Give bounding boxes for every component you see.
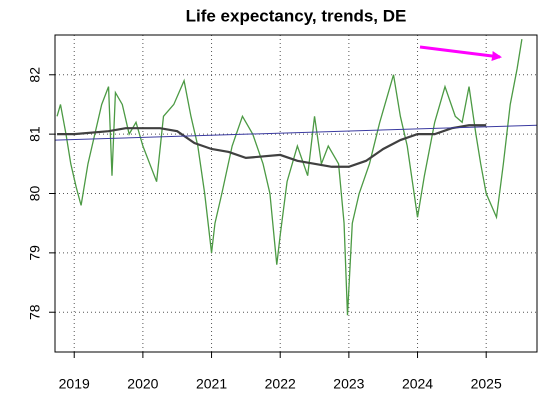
plot-frame — [54, 34, 538, 353]
x-tick-label: 2019 — [59, 376, 90, 392]
y-tick-label: 79 — [27, 245, 43, 261]
series-line — [56, 39, 523, 316]
y-tick-label: 82 — [27, 67, 43, 83]
y-tick-label: 78 — [27, 304, 43, 320]
x-tick-label: 2021 — [196, 376, 227, 392]
series-line — [57, 124, 487, 168]
x-tick-label: 2023 — [333, 376, 364, 392]
chart-title: Life expectancy, trends, DE — [186, 6, 407, 25]
x-tick-label: 2025 — [471, 376, 502, 392]
series-line — [54, 124, 538, 141]
arrow — [419, 45, 502, 61]
x-tick-label: 2024 — [402, 376, 433, 392]
x-tick-label: 2020 — [127, 376, 158, 392]
y-tick-label: 81 — [27, 126, 43, 142]
x-tick-label: 2022 — [265, 376, 296, 392]
y-tick-label: 80 — [27, 186, 43, 202]
